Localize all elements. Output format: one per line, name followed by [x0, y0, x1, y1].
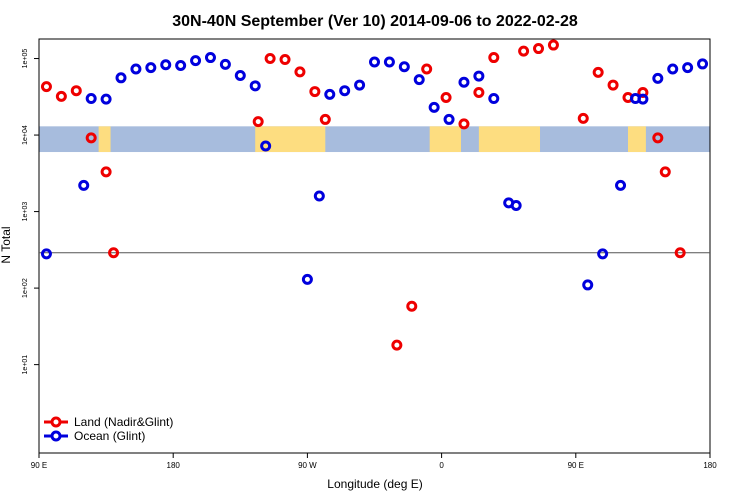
land-point [55, 90, 67, 102]
ocean-point [413, 74, 425, 86]
land-point [547, 39, 559, 51]
ocean-point [204, 52, 216, 64]
land-point [319, 113, 331, 125]
ocean-point [697, 58, 709, 70]
ocean-point [40, 248, 52, 260]
y-tick-label: 1e+03 [22, 202, 29, 222]
ocean-point [301, 273, 313, 285]
y-tick-label: 1e+01 [22, 355, 29, 375]
land-point [406, 300, 418, 312]
land-segment [627, 126, 646, 153]
land-point [309, 86, 321, 98]
x-tick-label: 180 [167, 461, 181, 470]
land-point [577, 112, 589, 124]
ocean-point [428, 101, 440, 113]
x-tick-label: 90 E [31, 461, 47, 470]
land-point [533, 43, 545, 55]
land-point [659, 166, 671, 178]
land-point [674, 247, 686, 259]
x-tick-label: 90 E [568, 461, 584, 470]
ocean-point [582, 279, 594, 291]
data-points [40, 39, 709, 351]
ocean-point [160, 59, 172, 71]
land-point [607, 79, 619, 91]
legend-marker [50, 430, 62, 442]
land-point [40, 81, 52, 93]
land-point [85, 132, 97, 144]
ocean-point [637, 93, 649, 105]
chart-title: 30N-40N September (Ver 10) 2014-09-06 to… [172, 13, 578, 30]
ocean-point [667, 63, 679, 75]
x-tick-label: 180 [703, 461, 717, 470]
legend: Land (Nadir&Glint)Ocean (Glint) [44, 415, 173, 443]
land-point [100, 166, 112, 178]
ocean-point [682, 62, 694, 74]
plot-frame [38, 38, 711, 454]
land-point [652, 132, 664, 144]
ocean-point [130, 63, 142, 75]
ocean-point [219, 58, 231, 70]
ocean-point [615, 179, 627, 191]
ocean-point [313, 190, 325, 202]
ocean-point [260, 140, 272, 152]
ocean-point [510, 200, 522, 212]
ocean-point [443, 113, 455, 125]
ocean-point [473, 70, 485, 82]
ocean-point [652, 72, 664, 84]
legend-label: Ocean (Glint) [74, 429, 145, 443]
ocean-point [398, 61, 410, 73]
ocean-point [115, 72, 127, 84]
land-point [252, 116, 264, 128]
y-axis-label: N Total [0, 226, 13, 263]
ocean-point [339, 85, 351, 97]
legend-label: Land (Nadir&Glint) [74, 415, 173, 429]
y-axis: 1e+01 1e+02 1e+03 1e+04 1e+05 [22, 49, 39, 375]
x-tick-label: 90 W [298, 461, 317, 470]
ocean-point [369, 56, 380, 68]
land-point [391, 339, 403, 351]
x-tick-label: 0 [439, 461, 444, 470]
land-point [473, 86, 485, 98]
land-point [488, 52, 500, 64]
land-point [279, 54, 291, 66]
land-point [294, 66, 306, 78]
land-point [440, 91, 452, 103]
land-point [518, 45, 530, 57]
y-tick-label: 1e+02 [22, 278, 29, 298]
ocean-point [78, 179, 90, 191]
ocean-point [190, 55, 202, 67]
ocean-strip [39, 126, 710, 153]
land-point [592, 66, 604, 78]
y-tick-label: 1e+05 [22, 49, 29, 69]
ocean-point [234, 70, 246, 82]
ocean-point [383, 56, 395, 68]
ocean-point [249, 80, 261, 92]
land-point [108, 247, 120, 259]
x-axis: 90 E 180 90 W 0 90 E 180 [31, 453, 717, 470]
ocean-point [488, 93, 500, 105]
ocean-point [324, 88, 336, 100]
land-segment [429, 126, 461, 153]
ocean-point [458, 76, 470, 88]
land-point [70, 85, 82, 97]
land-point [458, 118, 470, 130]
y-tick-label: 1e+04 [22, 125, 29, 145]
land-segment [255, 126, 326, 153]
land-point [264, 53, 276, 65]
land-point [421, 63, 433, 75]
land-segment [98, 126, 111, 153]
land-segment [478, 126, 541, 153]
ocean-point [100, 93, 112, 105]
ocean-point [85, 93, 97, 105]
x-axis-label: Longitude (deg E) [327, 477, 422, 491]
ocean-point [354, 79, 366, 91]
ocean-point [597, 248, 609, 260]
land-band [39, 126, 710, 153]
ocean-point [175, 60, 187, 72]
ocean-point [145, 62, 157, 74]
legend-marker [50, 416, 62, 428]
